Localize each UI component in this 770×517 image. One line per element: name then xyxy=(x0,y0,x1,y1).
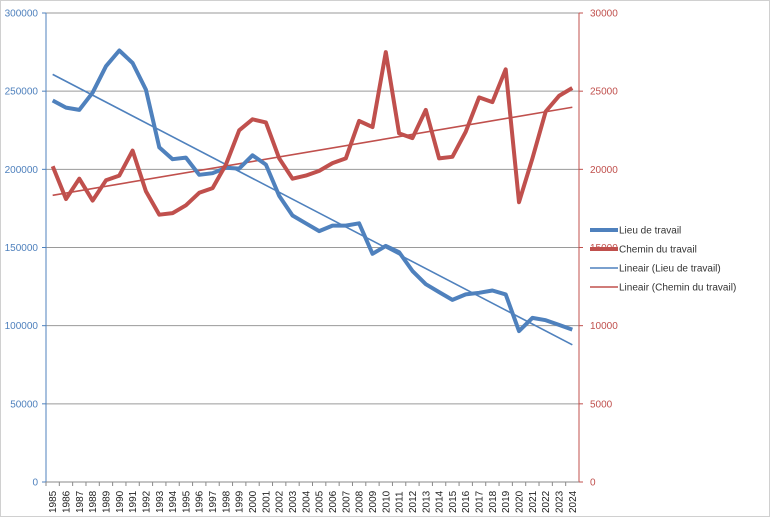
legend-label: Lieu de travail xyxy=(619,226,681,237)
x-tick-label: 2006 xyxy=(328,490,339,513)
x-tick-label: 1986 xyxy=(61,490,72,513)
x-tick-label: 2023 xyxy=(555,490,566,513)
x-tick-label: 2001 xyxy=(261,490,272,513)
legend-item: Lineair (Chemin du travail) xyxy=(590,283,736,294)
x-tick-label: 1990 xyxy=(115,490,126,513)
legend-item: Chemin du travail xyxy=(590,245,697,256)
x-tick-label: 1996 xyxy=(195,490,206,513)
x-tick-label: 2004 xyxy=(301,490,312,513)
x-tick-label: 2009 xyxy=(368,490,379,513)
left-tick-label: 50000 xyxy=(10,399,38,410)
x-tick-label: 1997 xyxy=(208,490,219,513)
x-tick-label: 1993 xyxy=(155,490,166,513)
x-tick-label: 2007 xyxy=(341,490,352,513)
trendline-1 xyxy=(52,106,573,197)
x-tick-label: 1989 xyxy=(101,490,112,513)
x-tick-label: 2020 xyxy=(515,490,526,513)
right-tick-label: 10000 xyxy=(590,321,618,332)
x-tick-label: 2014 xyxy=(435,490,446,513)
x-tick-label: 1995 xyxy=(181,490,192,513)
x-tick-label: 2005 xyxy=(315,490,326,513)
left-tick-label: 300000 xyxy=(5,9,39,20)
left-tick-label: 150000 xyxy=(5,243,39,254)
x-tick-label: 2016 xyxy=(461,490,472,513)
x-tick-label: 1998 xyxy=(221,490,232,513)
legend-item: Lineair (Lieu de travail) xyxy=(590,264,721,275)
x-tick-label: 2015 xyxy=(448,490,459,513)
legend-label: Chemin du travail xyxy=(619,245,697,256)
x-tick-label: 2019 xyxy=(501,490,512,513)
right-tick-label: 25000 xyxy=(590,87,618,98)
x-tick-label: 1994 xyxy=(168,490,179,513)
x-tick-label: 2000 xyxy=(248,490,259,513)
series-line-1 xyxy=(50,50,574,217)
trendline-0 xyxy=(52,73,573,346)
left-tick-label: 250000 xyxy=(5,87,39,98)
legend-label: Lineair (Chemin du travail) xyxy=(619,283,736,294)
legend-label: Lineair (Lieu de travail) xyxy=(619,264,721,275)
left-tick-label: 100000 xyxy=(5,321,39,332)
right-tick-label: 20000 xyxy=(590,165,618,176)
x-tick-label: 1985 xyxy=(48,490,59,513)
x-tick-label: 1991 xyxy=(128,490,139,513)
x-tick-label: 1999 xyxy=(235,490,246,513)
right-tick-label: 30000 xyxy=(590,9,618,20)
right-tick-label: 0 xyxy=(590,478,596,489)
left-tick-label: 200000 xyxy=(5,165,39,176)
legend-item: Lieu de travail xyxy=(590,226,681,237)
x-tick-label: 2024 xyxy=(568,490,579,513)
x-tick-label: 1992 xyxy=(141,490,152,513)
x-tick-label: 2010 xyxy=(381,490,392,513)
x-tick-label: 1987 xyxy=(75,490,86,513)
x-tick-label: 2017 xyxy=(475,490,486,513)
x-tick-label: 2003 xyxy=(288,490,299,513)
x-tick-label: 2018 xyxy=(488,490,499,513)
x-tick-label: 2008 xyxy=(355,490,366,513)
x-tick-label: 2002 xyxy=(275,490,286,513)
x-tick-label: 2011 xyxy=(395,491,406,513)
x-tick-label: 2013 xyxy=(421,490,432,513)
x-tick-label: 2022 xyxy=(541,490,552,513)
x-tick-label: 2012 xyxy=(408,490,419,513)
right-tick-label: 5000 xyxy=(590,399,613,410)
left-tick-label: 0 xyxy=(32,478,38,489)
x-tick-label: 2021 xyxy=(528,490,539,513)
x-tick-label: 1988 xyxy=(88,490,99,513)
series-line-0 xyxy=(51,48,573,334)
